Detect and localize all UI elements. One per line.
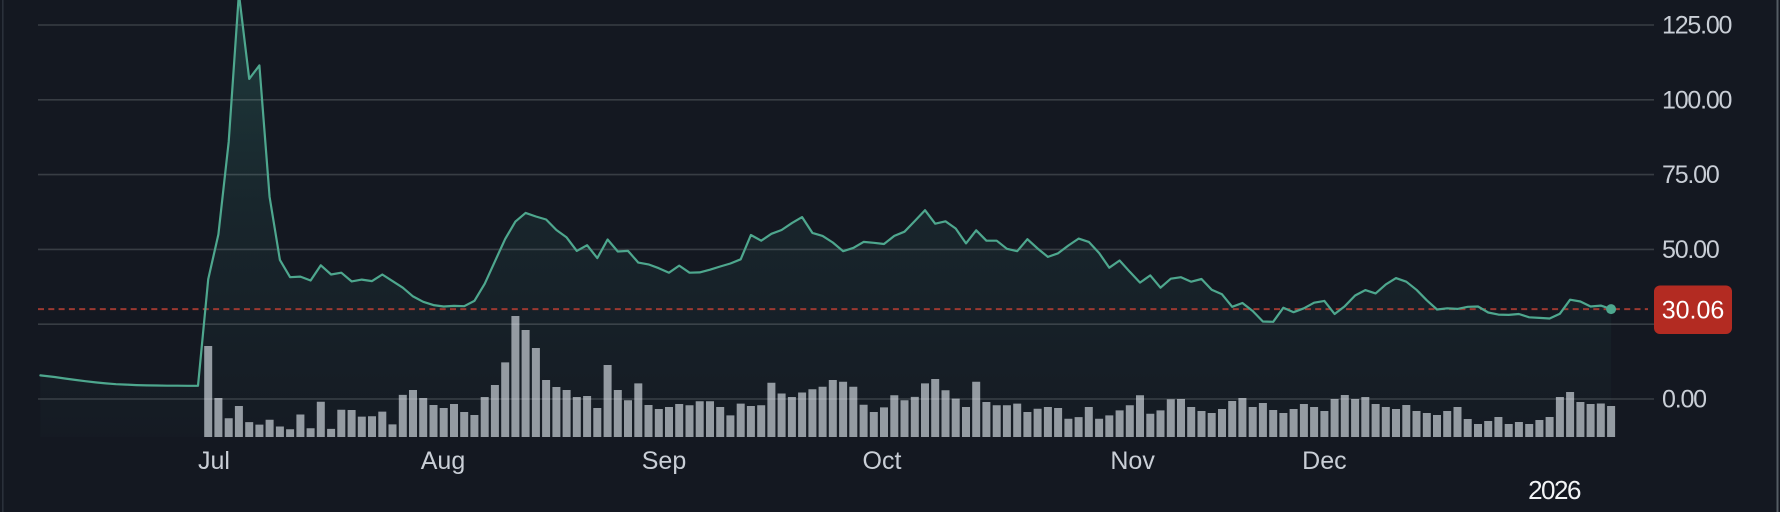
svg-text:100.00: 100.00: [1662, 86, 1732, 114]
svg-text:75.00: 75.00: [1662, 161, 1719, 189]
svg-text:50.00: 50.00: [1662, 236, 1719, 264]
svg-text:125.00: 125.00: [1662, 12, 1732, 40]
svg-text:Jul: Jul: [198, 447, 230, 475]
svg-text:Dec: Dec: [1302, 447, 1346, 475]
svg-text:Sep: Sep: [642, 447, 686, 475]
svg-text:Oct: Oct: [863, 447, 902, 475]
svg-text:2026: 2026: [1528, 475, 1581, 505]
svg-text:30.06: 30.06: [1662, 297, 1725, 325]
svg-text:0.00: 0.00: [1662, 386, 1706, 414]
svg-text:Nov: Nov: [1110, 447, 1155, 475]
svg-text:Aug: Aug: [421, 447, 465, 475]
